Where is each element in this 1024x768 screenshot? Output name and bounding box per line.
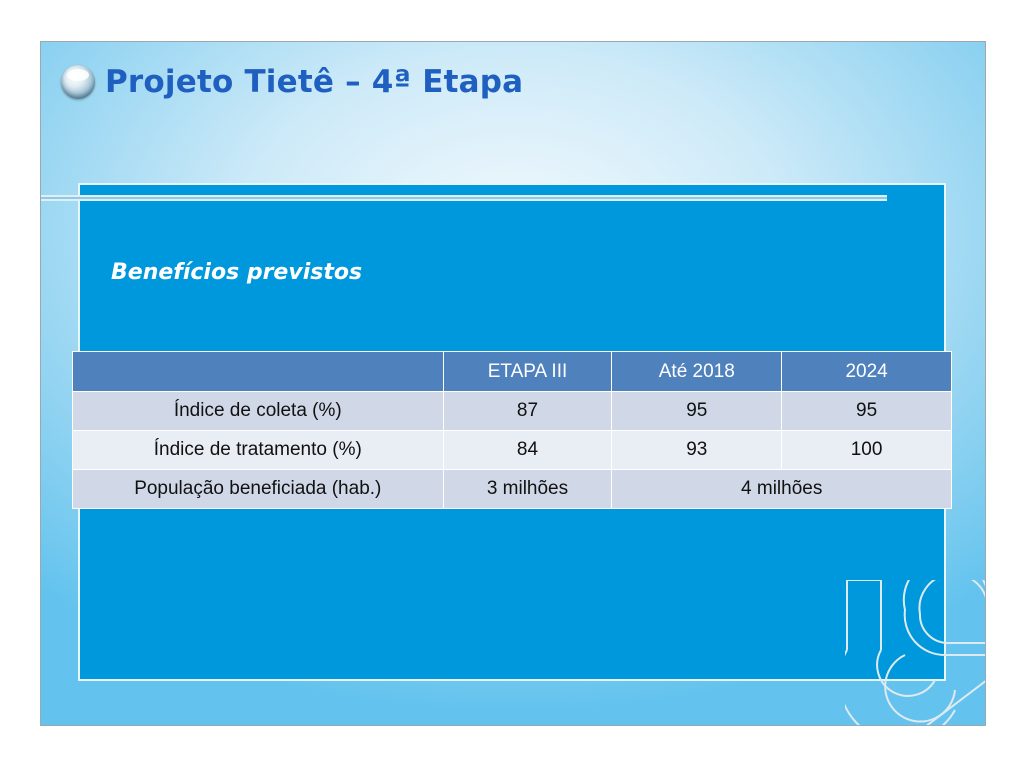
row-label: Índice de coleta (%) (72, 391, 444, 431)
title-row: Projeto Tietê – 4ª Etapa (61, 62, 523, 102)
cell-etapa-iii: 3 milhões (442, 469, 613, 509)
cell-ate-2018: 93 (611, 430, 783, 470)
row-label: Índice de tratamento (%) (72, 430, 444, 470)
row-label: População beneficiada (hab.) (72, 469, 444, 509)
cell-etapa-iii: 87 (442, 391, 613, 431)
slide-title: Projeto Tietê – 4ª Etapa (105, 64, 524, 100)
company-logo (845, 580, 985, 725)
table-row: Índice de coleta (%) 87 95 95 (72, 391, 952, 431)
cell-merged-2018-2024: 4 milhões (611, 469, 952, 509)
cell-2024: 100 (781, 430, 952, 470)
cell-ate-2018: 95 (611, 391, 783, 431)
orb-bullet-icon (61, 65, 95, 99)
decorative-divider (41, 195, 887, 201)
header-cell-empty (72, 351, 444, 392)
header-cell-ate-2018: Até 2018 (611, 351, 783, 392)
benefits-table: ETAPA III Até 2018 2024 Índice de coleta… (72, 351, 952, 509)
header-cell-2024: 2024 (781, 351, 952, 392)
header-cell-etapa-iii: ETAPA III (442, 351, 613, 392)
table-row: Índice de tratamento (%) 84 93 100 (72, 430, 952, 470)
cell-etapa-iii: 84 (442, 430, 613, 470)
slide: Projeto Tietê – 4ª Etapa Benefícios prev… (40, 41, 986, 726)
table-row: População beneficiada (hab.) 3 milhões 4… (72, 469, 952, 509)
slide-subtitle: Benefícios previstos (111, 260, 363, 285)
cell-2024: 95 (781, 391, 952, 431)
table-header-row: ETAPA III Até 2018 2024 (72, 351, 952, 392)
